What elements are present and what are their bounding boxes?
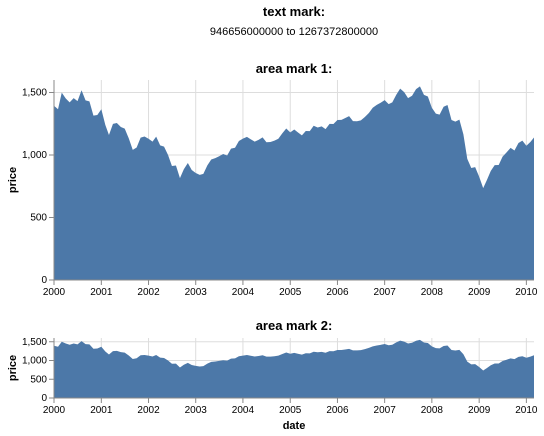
x-tick-label: 2006 xyxy=(326,287,349,298)
x-tick-label: 2000 xyxy=(43,287,66,298)
text-mark-title: text mark: xyxy=(263,4,325,19)
x-tick-label: 2010 xyxy=(515,405,538,416)
y-tick-label: 1,000 xyxy=(22,356,47,367)
x-tick-label: 2009 xyxy=(468,287,491,298)
chart-2-x-ticks: 2000 2001 2002 2003 2004 2005 2006 2007 2008 2009… xyxy=(43,398,538,416)
x-tick-label: 2001 xyxy=(90,405,113,416)
x-tick-label: 2002 xyxy=(137,405,160,416)
y-tick-label: 500 xyxy=(30,374,47,385)
x-tick-label: 2003 xyxy=(185,287,208,298)
x-tick-label: 2001 xyxy=(90,287,113,298)
area-chart-1: area mark 1: 2000 2001 2002 2003 2004 2005 200… xyxy=(7,61,538,298)
y-tick-label: 1,500 xyxy=(22,88,47,99)
x-tick-label: 2009 xyxy=(468,405,491,416)
chart-2-area xyxy=(54,339,534,398)
x-tick-label: 2004 xyxy=(232,405,255,416)
chart-1-y-title: price xyxy=(7,167,19,193)
x-tick-label: 2006 xyxy=(326,405,349,416)
chart-2-y-ticks: 0 500 1,000 1,500 xyxy=(22,337,54,404)
x-tick-label: 2008 xyxy=(421,405,444,416)
x-tick-label: 2002 xyxy=(137,287,160,298)
chart-1-area xyxy=(54,86,534,280)
x-tick-label: 2010 xyxy=(515,287,538,298)
x-tick-label: 2005 xyxy=(279,405,302,416)
x-tick-label: 2005 xyxy=(279,287,302,298)
text-mark-value: 946656000000 to 1267372800000 xyxy=(210,26,378,38)
chart-1-title: area mark 1: xyxy=(256,61,333,76)
y-tick-label: 0 xyxy=(41,275,47,286)
x-tick-label: 2007 xyxy=(374,287,397,298)
y-tick-label: 500 xyxy=(30,213,47,224)
area-chart-2: area mark 2: 2000 2001 2002 2003 2004 2005 200… xyxy=(7,318,538,432)
y-tick-label: 1,000 xyxy=(22,150,47,161)
x-tick-label: 2003 xyxy=(185,405,208,416)
x-tick-label: 2004 xyxy=(232,287,255,298)
chart-2-title: area mark 2: xyxy=(256,318,333,333)
x-tick-label: 2007 xyxy=(374,405,397,416)
x-tick-label: 2000 xyxy=(43,405,66,416)
chart-1-x-ticks: 2000 2001 2002 2003 2004 2005 2006 2007 2008 2009… xyxy=(43,280,538,298)
chart-1-y-ticks: 0 500 1,000 1,500 xyxy=(22,88,54,286)
chart-2-y-title: price xyxy=(7,355,19,381)
y-tick-label: 1,500 xyxy=(22,337,47,348)
x-tick-label: 2008 xyxy=(421,287,444,298)
y-tick-label: 0 xyxy=(41,393,47,404)
chart-2-x-title: date xyxy=(283,420,306,432)
